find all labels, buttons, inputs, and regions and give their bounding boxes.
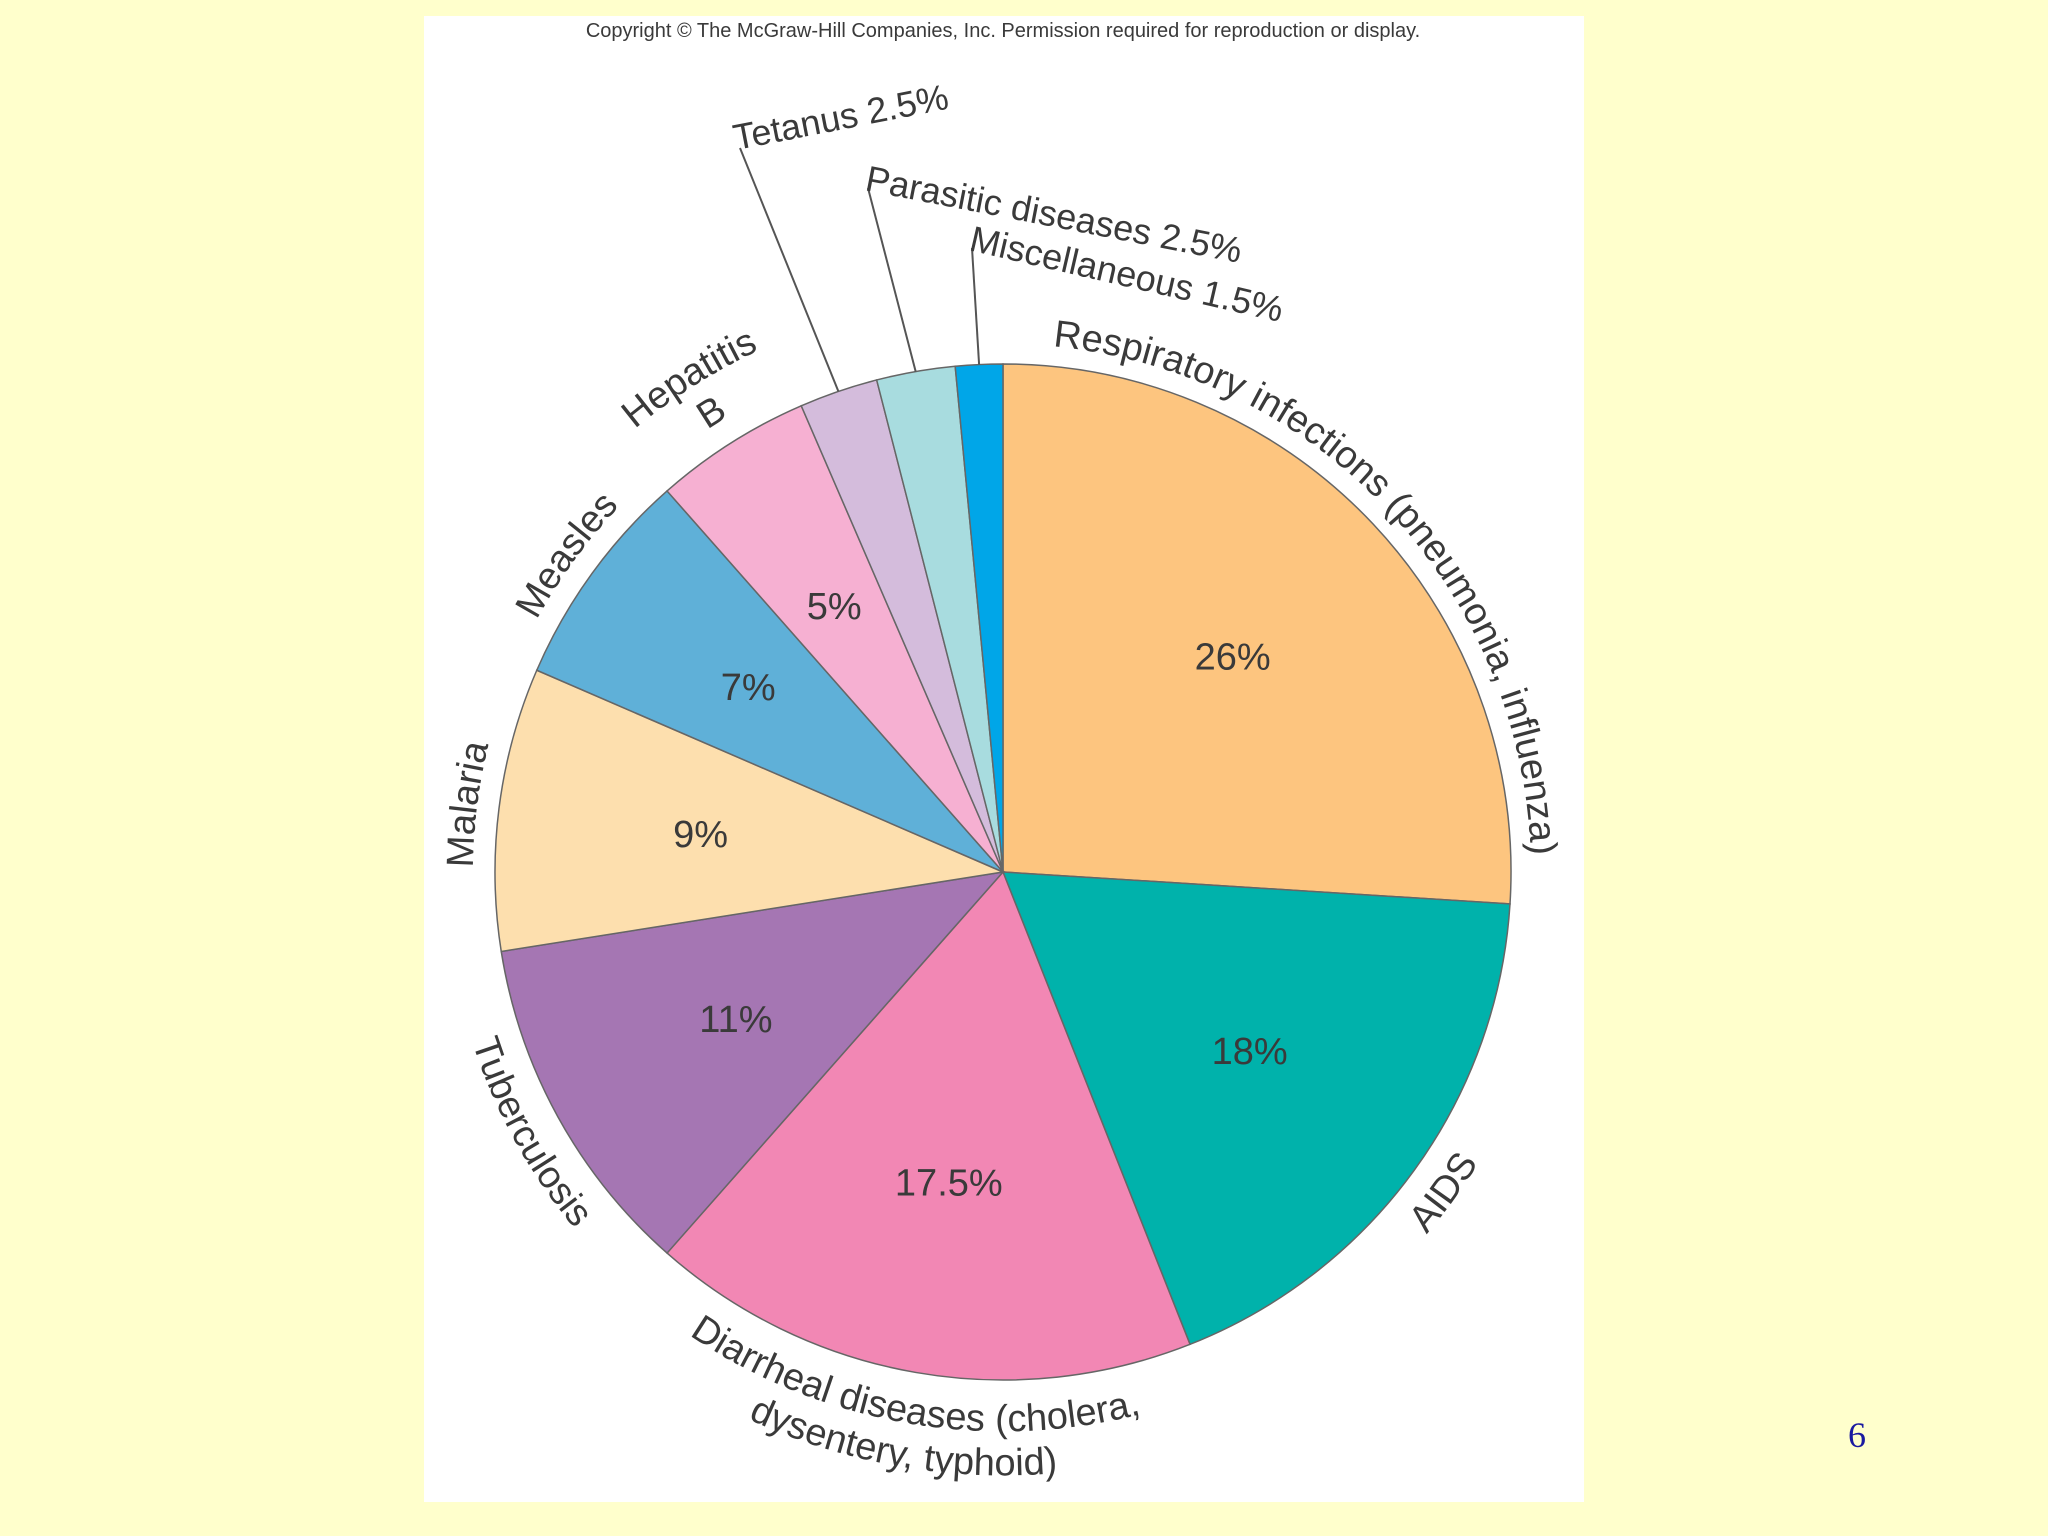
leader-lines xyxy=(739,147,981,392)
value-label-respiratory-infections-pneumonia-influenza: 26% xyxy=(1195,636,1271,678)
value-label-aids: 18% xyxy=(1212,1031,1288,1073)
category-label-malaria: Malaria xyxy=(440,736,498,868)
value-label-tuberculosis: 11% xyxy=(699,999,772,1041)
value-label-hepatitis-b: 5% xyxy=(807,586,862,628)
pie-slice-aids xyxy=(1001,871,1511,1346)
value-labels: 26% 18% 17.5% 11% 9% 7% 5% xyxy=(673,586,1287,1204)
slices-layer xyxy=(494,363,1512,1381)
page-number: 6 xyxy=(1848,1415,1866,1455)
pie-slice-measles xyxy=(535,489,1004,873)
value-label-malaria: 9% xyxy=(673,814,728,856)
category-label-hepatitis-b-line-1: Hepatitis xyxy=(614,320,763,436)
pie-slice-respiratory-infections-pneumonia-influenza xyxy=(1002,363,1512,905)
category-label-hepatitis-b-line-2: B xyxy=(690,388,734,437)
pie-slice-malaria xyxy=(494,669,1006,953)
value-label-diarrheal-diseases-cholera-dysentery-typhoid: 17.5% xyxy=(895,1162,1003,1204)
value-label-measles: 7% xyxy=(721,667,776,709)
leader-line-parasitic-diseases xyxy=(867,187,917,372)
pie-slice-tuberculosis xyxy=(500,870,1005,1255)
leader-line-tetanus xyxy=(739,147,840,392)
pie-slice-hepatitis-b xyxy=(665,404,1004,873)
pie-slice-diarrheal-diseases-cholera-dysentery-typhoid xyxy=(665,870,1191,1381)
leader-line-miscellaneous xyxy=(971,247,981,365)
category-label-tetanus: Tetanus 2.5% xyxy=(730,76,952,158)
copyright-notice: Copyright © The McGraw-Hill Companies, I… xyxy=(586,20,1420,42)
